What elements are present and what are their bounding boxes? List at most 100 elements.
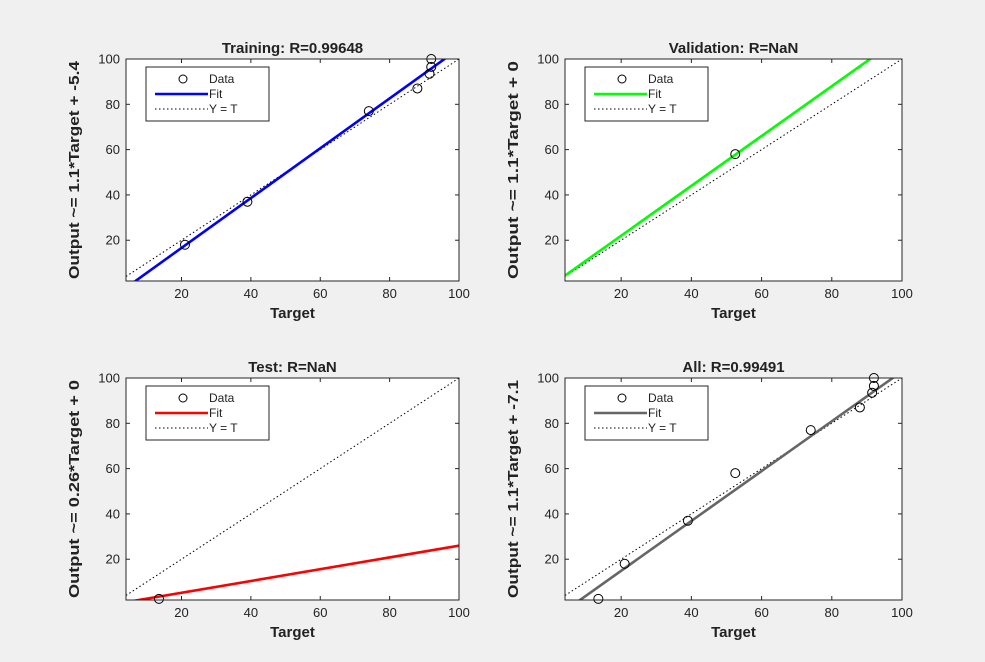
y-tick-label: 100 <box>537 52 559 67</box>
y-tick-label: 100 <box>98 52 120 67</box>
y-tick-label: 100 <box>537 371 559 386</box>
x-tick-label: 40 <box>244 286 258 301</box>
plot-title: All: R=0.99491 <box>682 359 784 376</box>
x-tick-label: 100 <box>891 605 913 620</box>
legend-data-marker <box>178 74 188 84</box>
legend-data-label: Data <box>648 72 674 86</box>
y-tick-label: 80 <box>545 416 559 431</box>
x-tick-label: 80 <box>825 605 839 620</box>
plot-all: 20 40 60 80 100 20 40 60 80 100 All: R=0.99491 Targ… <box>505 359 913 641</box>
axes-frame <box>564 58 903 282</box>
plot-title: Test: R=NaN <box>248 359 337 376</box>
x-tick-label: 100 <box>891 286 913 301</box>
legend-data-marker <box>617 393 627 403</box>
plot-lines-all <box>565 378 902 600</box>
data-point <box>619 558 630 569</box>
y-tick-label: 100 <box>98 371 120 386</box>
legend-fit-label: Fit <box>648 87 662 101</box>
y-axis-label: Output ~= 1.1*Target + 0 <box>505 61 522 279</box>
data-point <box>730 468 741 479</box>
plot-title: Training: R=0.99648 <box>222 40 363 57</box>
y-tick-label: 40 <box>106 187 120 202</box>
legend-data-label: Data <box>209 72 235 86</box>
legend-identity-label: Y = T <box>648 102 677 116</box>
x-tick-label: 100 <box>448 605 470 620</box>
x-tick-label: 20 <box>614 286 628 301</box>
x-tick-label: 80 <box>825 286 839 301</box>
plot-lines-test <box>126 378 459 600</box>
fit-line <box>577 378 895 600</box>
y-tick-label: 20 <box>545 552 559 567</box>
y-tick-label: 40 <box>106 506 120 521</box>
y-tick-label: 40 <box>545 187 559 202</box>
data-point <box>242 196 253 207</box>
y-tick-label: 80 <box>106 416 120 431</box>
x-tick-label: 100 <box>448 286 470 301</box>
y-tick-label: 80 <box>106 97 120 112</box>
data-point <box>868 380 879 391</box>
y-tick-label: 60 <box>106 142 120 157</box>
y-tick-label: 60 <box>545 461 559 476</box>
x-axis-label: Target <box>270 305 315 322</box>
x-tick-label: 40 <box>684 605 698 620</box>
fit-line <box>565 59 873 277</box>
plot-test: 20 40 60 80 100 20 40 60 80 100 Test: R=NaN Target O… <box>66 359 470 641</box>
x-tick-label: 60 <box>754 286 768 301</box>
axes-frame <box>564 377 903 601</box>
y-tick-label: 20 <box>545 233 559 248</box>
x-tick-label: 20 <box>174 605 188 620</box>
y-tick-label: 40 <box>545 506 559 521</box>
y-tick-label: 20 <box>106 233 120 248</box>
plot-title: Validation: R=NaN <box>669 40 799 57</box>
data-point <box>153 593 164 604</box>
data-point <box>682 515 693 526</box>
data-point <box>412 83 423 94</box>
y-axis-label: Output ~= 1.1*Target + -5.4 <box>66 60 83 279</box>
data-point <box>867 387 878 398</box>
plot-lines-validation <box>565 59 902 277</box>
x-axis-label: Target <box>711 305 756 322</box>
identity-line <box>565 59 902 277</box>
x-tick-label: 40 <box>244 605 258 620</box>
data-point <box>179 239 190 250</box>
data-point <box>426 61 437 72</box>
plot-validation: 20 40 60 80 100 20 40 60 80 100 Validation: R=NaN T… <box>505 40 913 322</box>
legend-fit-label: Fit <box>209 406 223 420</box>
y-tick-label: 60 <box>106 461 120 476</box>
legend-identity-label: Y = T <box>648 421 677 435</box>
identity-line <box>565 378 902 596</box>
legend-data-marker <box>617 74 627 84</box>
x-tick-label: 20 <box>614 605 628 620</box>
data-point <box>593 593 604 604</box>
axes-frame <box>125 58 460 282</box>
x-axis-label: Target <box>711 624 756 641</box>
plot-training: 20 40 60 80 100 20 40 60 80 100 Training: R=0.9964… <box>66 40 470 322</box>
legend-fit-label: Fit <box>648 406 662 420</box>
legend-data-marker <box>178 393 188 403</box>
legend-identity-label: Y = T <box>209 102 238 116</box>
fit-line <box>131 544 459 600</box>
legend-fit-label: Fit <box>209 87 223 101</box>
x-tick-label: 60 <box>313 605 327 620</box>
data-point <box>730 149 741 160</box>
data-point <box>854 402 865 413</box>
legend-identity-label: Y = T <box>209 421 238 435</box>
y-tick-label: 80 <box>545 97 559 112</box>
x-tick-label: 20 <box>174 286 188 301</box>
x-tick-label: 80 <box>382 605 396 620</box>
legend-data-label: Data <box>209 391 235 405</box>
x-tick-label: 60 <box>754 605 768 620</box>
y-axis-label: Output ~= 1.1*Target + -7.1 <box>505 380 522 598</box>
y-tick-label: 60 <box>545 142 559 157</box>
x-tick-label: 60 <box>313 286 327 301</box>
data-point <box>424 68 435 79</box>
axes-frame <box>125 377 460 601</box>
x-axis-label: Target <box>270 624 315 641</box>
y-axis-label: Output ~= 0.26*Target + 0 <box>66 380 83 598</box>
legend-data-label: Data <box>648 391 674 405</box>
